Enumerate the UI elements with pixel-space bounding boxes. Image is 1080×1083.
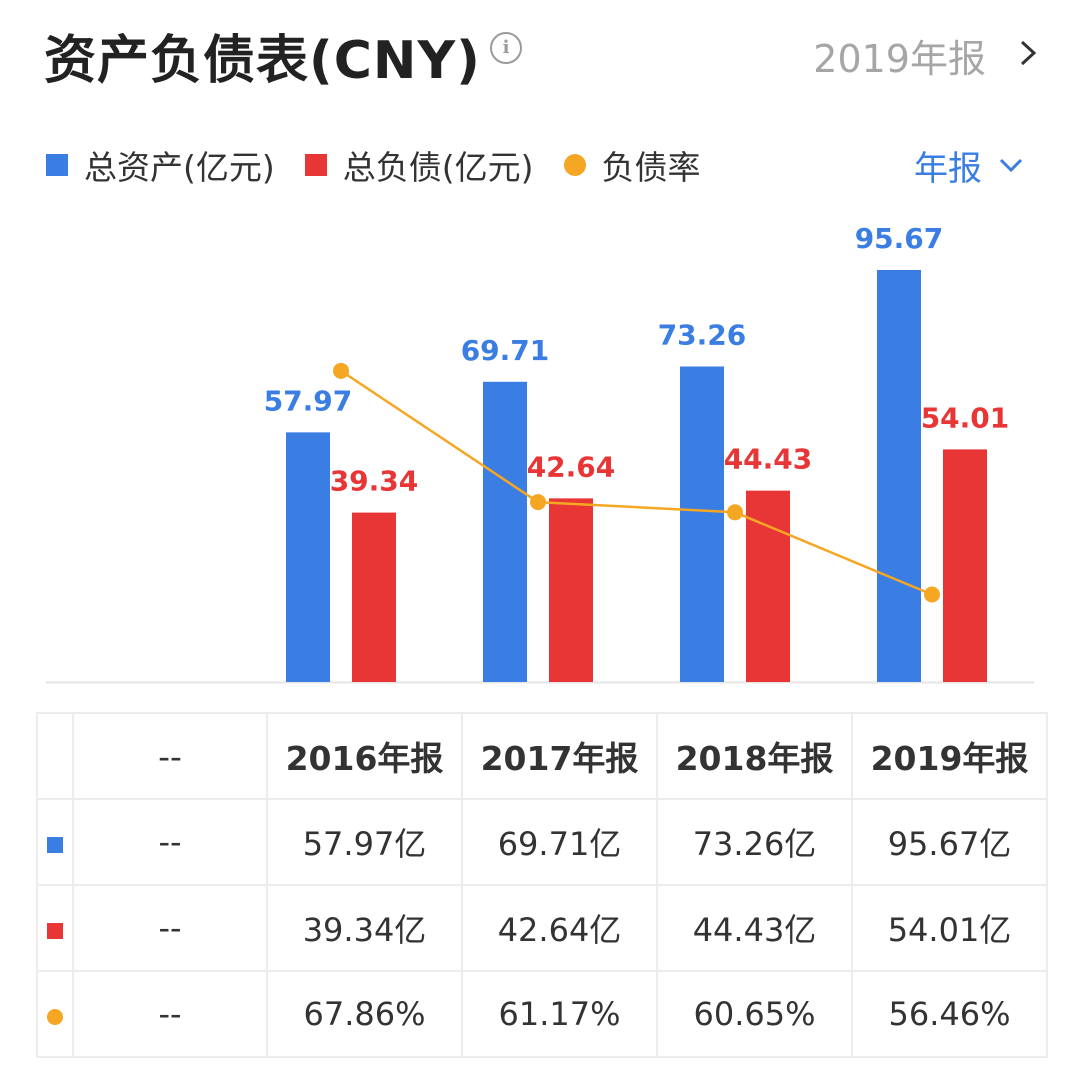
table-cell: 56.46% [851,970,1048,1058]
table-header-cell: 2018年报 [656,712,853,800]
legend-label: 负债率 [601,148,701,187]
data-label-assets: 69.71 [461,334,550,367]
table-cell: 73.26亿 [656,798,853,886]
table-header-row: -- 2016年报 2017年报 2018年报 2019年报 [36,712,1048,800]
liabilities-marker [47,923,63,939]
table-cell: 95.67亿 [851,798,1048,886]
legend-item-debt-ratio[interactable]: 负债率 [563,141,701,189]
bar-total-assets [877,270,921,682]
bar-total-liabilities [746,490,790,682]
chevron-right-icon[interactable] [1018,38,1038,68]
assets-marker [47,837,63,853]
table-cell: 67.86% [266,970,463,1058]
row-marker [36,970,74,1058]
legend-swatch-ratio [563,154,586,176]
point-debt-ratio [924,586,940,603]
table-cell: 39.34亿 [266,884,463,972]
table-row: -- 67.86% 61.17% 60.65% 56.46% [36,970,1048,1058]
report-period[interactable]: 2019年报 [813,37,986,81]
legend-label: 总资产(亿元) [84,148,275,187]
bar-total-liabilities [943,449,987,682]
table-cell: 61.17% [461,970,658,1058]
period-type-dropdown[interactable]: 年报 [914,140,1024,190]
legend-swatch-liabilities [304,154,327,176]
data-label-assets: 95.67 [855,222,944,255]
table-header-cell: 2019年报 [851,712,1048,800]
data-label-liabilities: 42.64 [527,450,616,483]
data-label-liabilities: 54.01 [921,401,1010,434]
data-label-liabilities: 44.43 [724,443,813,476]
row-marker [36,798,74,886]
bar-total-assets [286,432,330,682]
legend-swatch-assets [46,154,68,176]
table-header-cell: 2016年报 [266,712,463,800]
bar-total-assets [680,366,724,682]
table-cell: 44.43亿 [656,884,853,972]
balance-sheet-chart: 57.97 39.34 69.71 42.64 73.26 44.43 95.67 54.01 [46,222,1034,684]
table-cell: 54.01亿 [851,884,1048,972]
data-label-assets: 57.97 [264,384,353,417]
table-cell: 42.64亿 [461,884,658,972]
header: 资产负债表(CNY) i 2019年报 [0,0,1080,110]
period-type-label: 年报 [914,148,982,189]
table-cell: -- [72,970,268,1058]
chart-legend: 总资产(亿元) 总负债(亿元) 负债率 [46,140,731,190]
table-cell: -- [72,798,268,886]
table-cell: 60.65% [656,970,853,1058]
data-label-assets: 73.26 [658,319,747,352]
table-header-cell: 2017年报 [461,712,658,800]
bar-total-liabilities [352,512,396,682]
legend-label: 总负债(亿元) [342,148,534,187]
table-header-cell: -- [72,712,268,800]
table-cell: 69.71亿 [461,798,658,886]
point-debt-ratio [727,504,743,521]
data-label-liabilities: 39.34 [330,465,419,498]
chevron-down-icon [999,158,1023,173]
page-title: 资产负债表(CNY) [44,31,481,91]
legend-item-total-assets[interactable]: 总资产(亿元) [46,141,275,189]
table-row: -- 39.34亿 42.64亿 44.43亿 54.01亿 [36,884,1048,972]
table-cell: -- [72,884,268,972]
bar-total-assets [483,381,527,682]
bar-total-liabilities [549,498,593,682]
ratio-marker [47,1009,63,1025]
row-marker [36,884,74,972]
data-table: -- 2016年报 2017年报 2018年报 2019年报 -- 57.97亿… [36,712,1048,1058]
point-debt-ratio [530,494,546,511]
table-corner [36,712,74,800]
table-row: -- 57.97亿 69.71亿 73.26亿 95.67亿 [36,798,1048,886]
point-debt-ratio [333,362,349,379]
table-cell: 57.97亿 [266,798,463,886]
legend-item-total-liabilities[interactable]: 总负债(亿元) [304,141,534,189]
series-line-debt-ratio [340,369,933,596]
info-icon[interactable]: i [490,32,522,64]
